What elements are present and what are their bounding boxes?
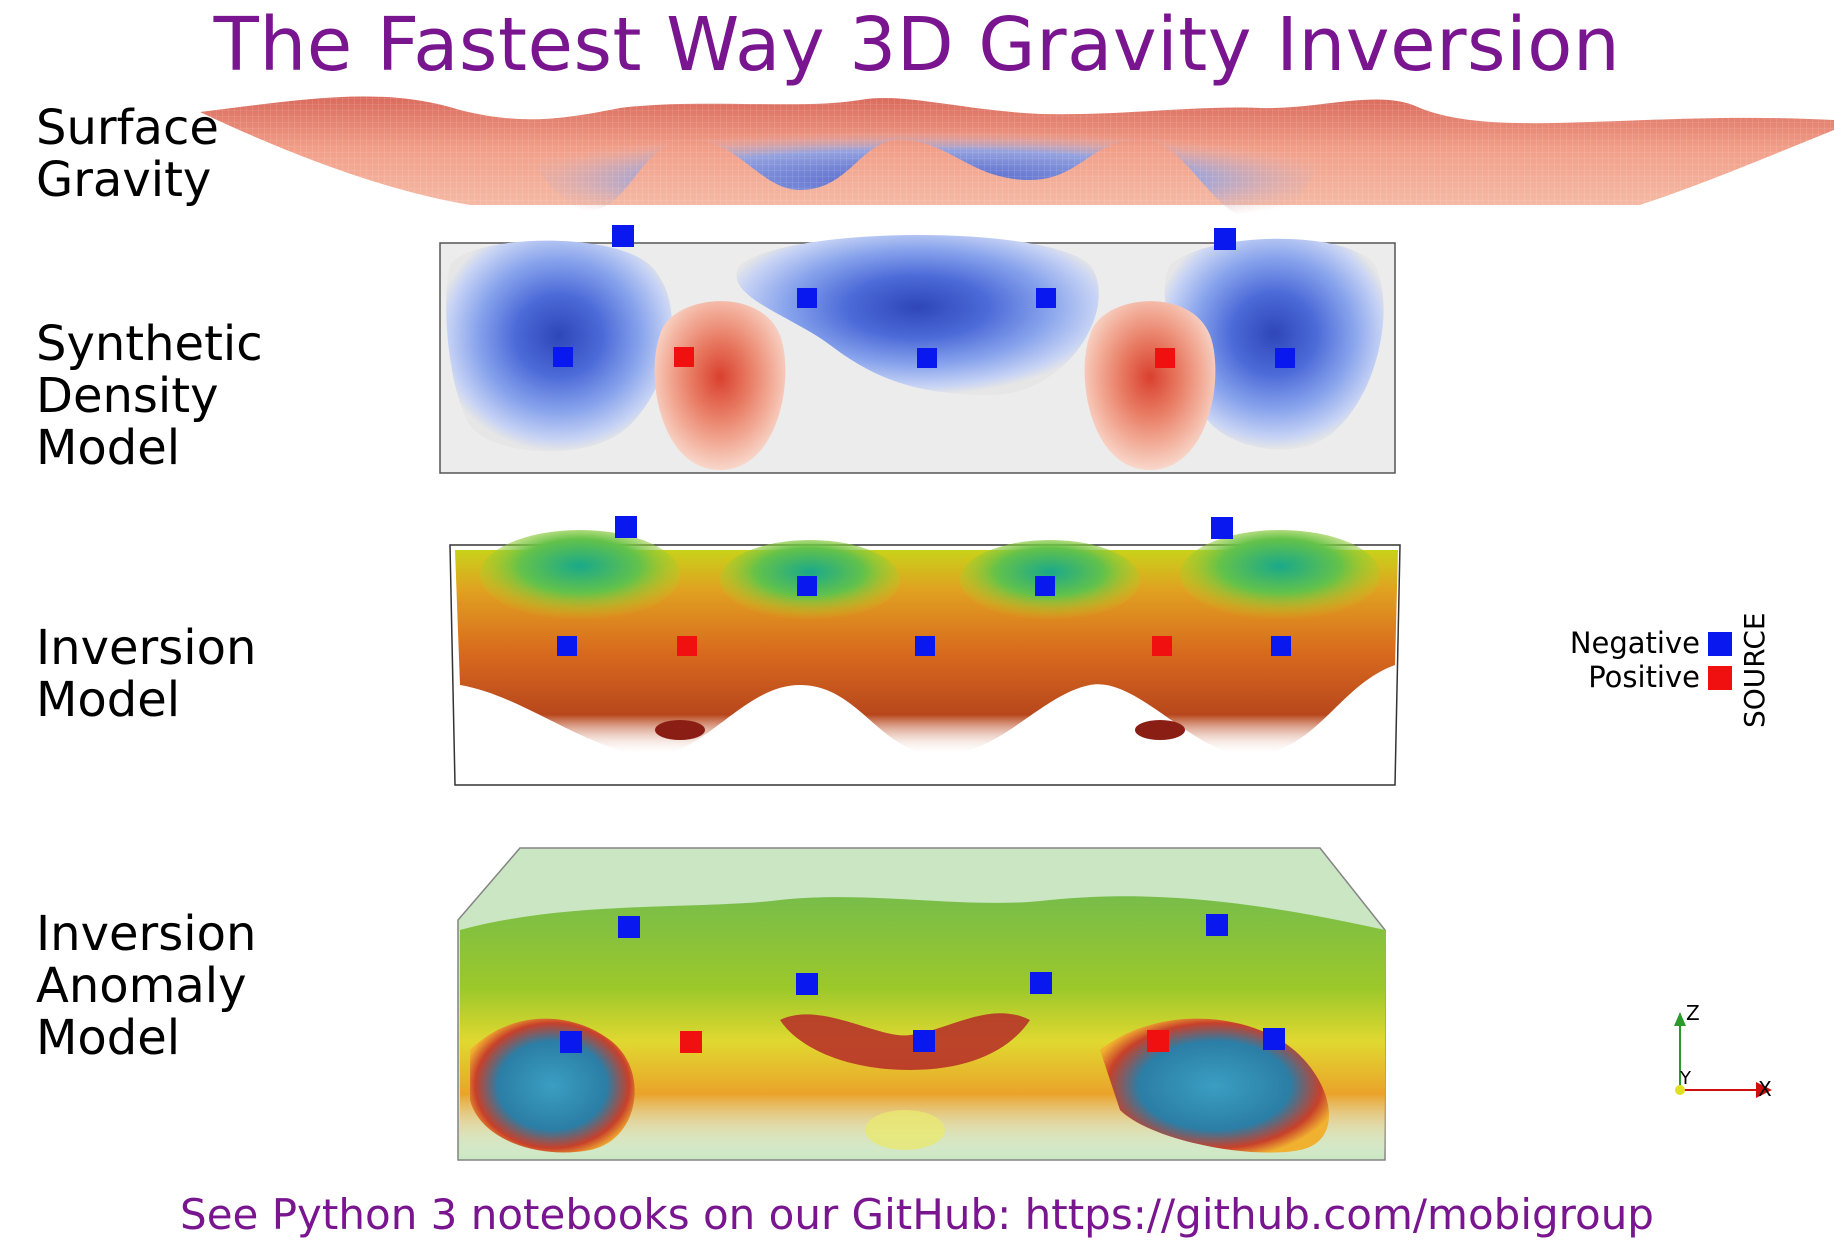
label-line: Anomaly [36, 958, 247, 1014]
negative-source-marker [915, 636, 935, 656]
y-axis-dot-icon [1675, 1085, 1685, 1095]
orientation-axes: Z Y X [1674, 1001, 1772, 1101]
label-line: Model [36, 420, 181, 476]
negative-source-marker [1211, 517, 1233, 539]
negative-source-marker [1275, 348, 1295, 368]
negative-source-marker [797, 288, 817, 308]
label-inversion-anomaly-model: Inversion Anomaly Model [36, 908, 256, 1064]
axis-label-x: X [1758, 1077, 1772, 1101]
negative-source-marker [1214, 228, 1236, 250]
label-line: Density [36, 368, 219, 424]
positive-source-marker [674, 347, 694, 367]
negative-source-marker [913, 1030, 935, 1052]
positive-source-marker [1147, 1030, 1169, 1052]
surface-gravity-mesh [200, 96, 1834, 220]
legend-title: SOURCE [1738, 612, 1771, 728]
negative-source-marker [1263, 1028, 1285, 1050]
label-line: Synthetic [36, 316, 263, 372]
positive-source-marker [1152, 636, 1172, 656]
legend-label-negative: Negative [1569, 626, 1700, 660]
legend-swatch-positive [1708, 666, 1732, 690]
negative-source-marker [1035, 576, 1055, 596]
label-inversion-model: Inversion Model [36, 622, 256, 726]
positive-source-marker [677, 636, 697, 656]
negative-source-marker [917, 348, 937, 368]
footer-note: See Python 3 notebooks on our GitHub: ht… [180, 1190, 1654, 1239]
negative-source-marker [797, 576, 817, 596]
label-surface-gravity: Surface Gravity [36, 102, 219, 206]
positive-source-marker [680, 1031, 702, 1053]
negative-source-marker [796, 973, 818, 995]
positive-source-marker [1155, 348, 1175, 368]
negative-source-marker [557, 636, 577, 656]
label-line: Model [36, 672, 181, 728]
legend-swatch-negative [1708, 632, 1732, 656]
negative-source-marker [1030, 972, 1052, 994]
label-line: Gravity [36, 152, 212, 208]
negative-source-marker [612, 225, 634, 247]
negative-source-marker [618, 916, 640, 938]
label-synthetic-density-model: Synthetic Density Model [36, 318, 263, 474]
axis-label-z: Z [1686, 1001, 1700, 1025]
synthetic-density-model-panel [439, 235, 1396, 474]
x-axis-arrow-icon [1756, 1082, 1772, 1098]
inversion-model-panel [449, 530, 1401, 786]
z-axis-arrow-icon [1674, 1012, 1686, 1026]
axis-label-y: Y [1679, 1068, 1692, 1089]
negative-source-marker [615, 516, 637, 538]
label-line: Surface [36, 100, 219, 156]
source-legend: Negative Positive SOURCE [1560, 600, 1820, 740]
negative-source-marker [1271, 636, 1291, 656]
label-line: Inversion [36, 620, 257, 676]
legend-label-positive: Positive [1588, 660, 1700, 694]
label-line: Inversion [36, 906, 257, 962]
negative-source-marker [1206, 914, 1228, 936]
negative-source-marker [1036, 288, 1056, 308]
inversion-anomaly-model-panel [457, 847, 1386, 1161]
label-line: Model [36, 1010, 181, 1066]
negative-source-marker [560, 1031, 582, 1053]
negative-source-marker [553, 347, 573, 367]
page-title: The Fastest Way 3D Gravity Inversion [213, 2, 1621, 88]
